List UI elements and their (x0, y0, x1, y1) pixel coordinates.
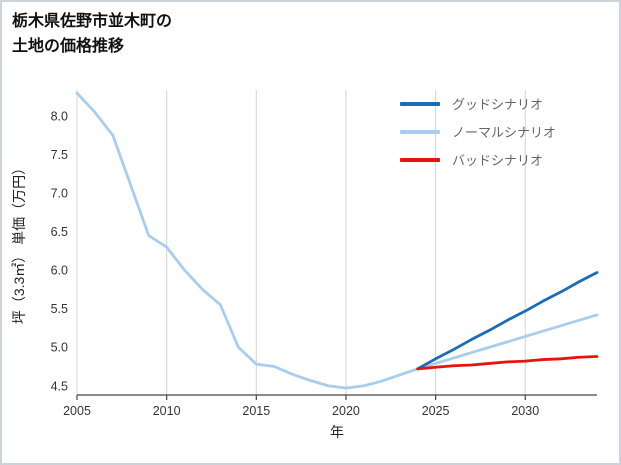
x-tick-label: 2030 (511, 404, 539, 418)
chart-title-line2: 土地の価格推移 (12, 37, 125, 55)
x-tick-label: 2010 (153, 404, 181, 418)
legend-swatch-bad (400, 157, 440, 162)
y-tick-label: 7.5 (51, 148, 68, 162)
y-tick-label: 8.0 (51, 110, 68, 124)
y-tick-label: 5.5 (51, 302, 68, 316)
x-axis-label: 年 (330, 424, 344, 440)
legend-label-good: グッドシナリオ (452, 97, 544, 112)
y-tick-label: 4.5 (51, 379, 68, 393)
y-tick-label: 6.5 (51, 225, 68, 239)
legend-swatch-good (400, 101, 440, 106)
legend-swatch-normal (400, 129, 440, 134)
legend-item-normal: ノーマルシナリオ (400, 122, 556, 141)
series-line-normal (75, 91, 599, 390)
chart-title: 栃木県佐野市並木町の 土地の価格推移 (12, 10, 172, 60)
legend-label-bad: バッドシナリオ (452, 153, 544, 168)
y-tick-label: 7.0 (51, 187, 68, 201)
x-tick-label: 2005 (63, 404, 91, 418)
series-line-bad (416, 355, 599, 371)
y-tick-label: 6.0 (51, 264, 68, 278)
chart-legend: グッドシナリオ ノーマルシナリオ バッドシナリオ (400, 94, 556, 169)
chart-title-line1: 栃木県佐野市並木町の (12, 13, 173, 30)
x-tick-label: 2025 (422, 404, 450, 418)
series-line-good (416, 271, 599, 371)
x-tick-label: 2015 (242, 404, 270, 418)
legend-item-bad: バッドシナリオ (400, 150, 556, 169)
legend-label-normal: ノーマルシナリオ (452, 125, 557, 140)
legend-item-good: グッドシナリオ (400, 94, 556, 113)
y-axis-label: 坪（3.3㎡） 単価（万円） (11, 161, 27, 324)
y-tick-label: 5.0 (51, 341, 68, 355)
x-tick-label: 2020 (332, 404, 360, 418)
